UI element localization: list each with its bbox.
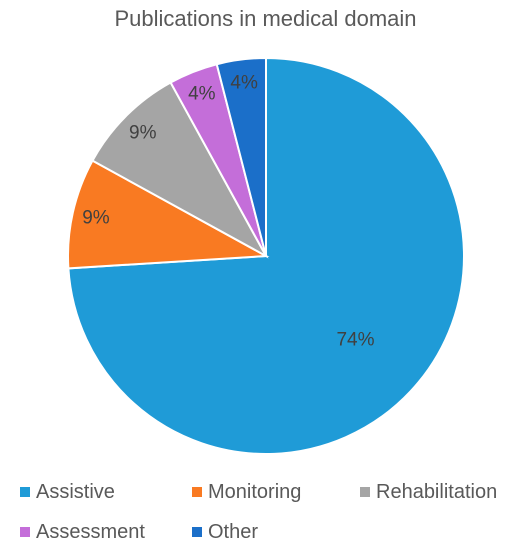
pie-slice-monitoring	[67, 159, 270, 270]
legend-item-other: Other	[192, 518, 258, 546]
legend-item-assessment: Assessment	[20, 518, 145, 546]
legend-item-rehabilitation: Rehabilitation	[360, 478, 497, 506]
chart-title: Publications in medical domain	[114, 6, 417, 31]
pie-chart: 74% 9% 9% 4% 4%	[67, 56, 465, 455]
pie-data-labels: 74% 9% 9% 4% 4%	[82, 73, 374, 351]
legend-item-assistive: Assistive	[20, 478, 115, 506]
legend-item-monitoring: Monitoring	[192, 478, 301, 506]
data-label-rehabilitation: 9%	[129, 122, 157, 143]
data-label-monitoring: 9%	[82, 207, 110, 228]
legend-label-assistive: Assistive	[36, 480, 115, 503]
legend-label-rehabilitation: Rehabilitation	[376, 480, 498, 503]
legend-row-2: Assessment Other	[20, 518, 531, 558]
pie-slice-other	[215, 56, 267, 257]
legend-row-1: Assistive Monitoring Rehabilitation	[20, 478, 531, 518]
legend-label-monitoring: Monitoring	[208, 480, 302, 503]
pie-slice-rehabilitation	[91, 81, 269, 259]
chart-legend: Assistive Monitoring Rehabilitation Asse…	[20, 478, 531, 558]
data-label-assistive: 74%	[336, 330, 374, 351]
legend-label-assessment: Assessment	[36, 520, 145, 543]
legend-swatch-other	[192, 527, 202, 537]
data-label-assessment: 4%	[188, 83, 216, 104]
pie-slices	[67, 56, 465, 455]
legend-swatch-assistive	[20, 487, 30, 497]
legend-swatch-monitoring	[192, 487, 202, 497]
legend-label-other: Other	[208, 520, 259, 543]
legend-swatch-assessment	[20, 527, 30, 537]
data-label-other: 4%	[230, 73, 258, 94]
legend-swatch-rehabilitation	[360, 487, 370, 497]
